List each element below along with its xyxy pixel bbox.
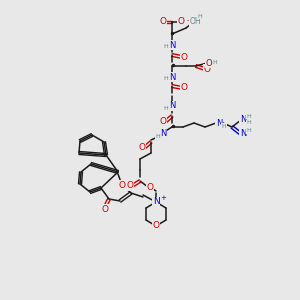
Text: O: O	[152, 221, 160, 230]
Text: H: H	[164, 106, 168, 110]
Text: O: O	[178, 17, 184, 26]
Text: H: H	[164, 76, 168, 82]
Text: H: H	[198, 14, 203, 19]
Text: O: O	[203, 64, 211, 74]
Text: O: O	[139, 143, 145, 152]
Text: N: N	[216, 118, 222, 127]
Text: O: O	[146, 182, 154, 191]
Text: O: O	[160, 118, 167, 127]
Text: O: O	[181, 83, 188, 92]
Text: -: -	[187, 17, 189, 23]
Text: N: N	[169, 73, 175, 82]
Text: O: O	[206, 58, 212, 68]
Text: N: N	[240, 116, 246, 124]
Text: N: N	[169, 40, 175, 50]
Text: +: +	[160, 195, 166, 201]
Text: H: H	[164, 44, 168, 50]
Text: OH: OH	[189, 17, 201, 26]
Text: O: O	[101, 205, 109, 214]
Text: O: O	[181, 52, 188, 62]
Text: H: H	[247, 121, 251, 125]
Text: H: H	[213, 61, 218, 65]
Text: O: O	[160, 17, 167, 26]
Text: H: H	[247, 128, 251, 134]
Text: N: N	[153, 197, 159, 206]
Text: H: H	[222, 124, 226, 128]
Text: H: H	[156, 134, 161, 139]
Text: N: N	[240, 130, 246, 139]
Text: O: O	[127, 182, 134, 190]
Text: N: N	[169, 101, 175, 110]
Text: O: O	[118, 181, 125, 190]
Text: N: N	[160, 130, 166, 139]
Text: H: H	[247, 113, 251, 119]
